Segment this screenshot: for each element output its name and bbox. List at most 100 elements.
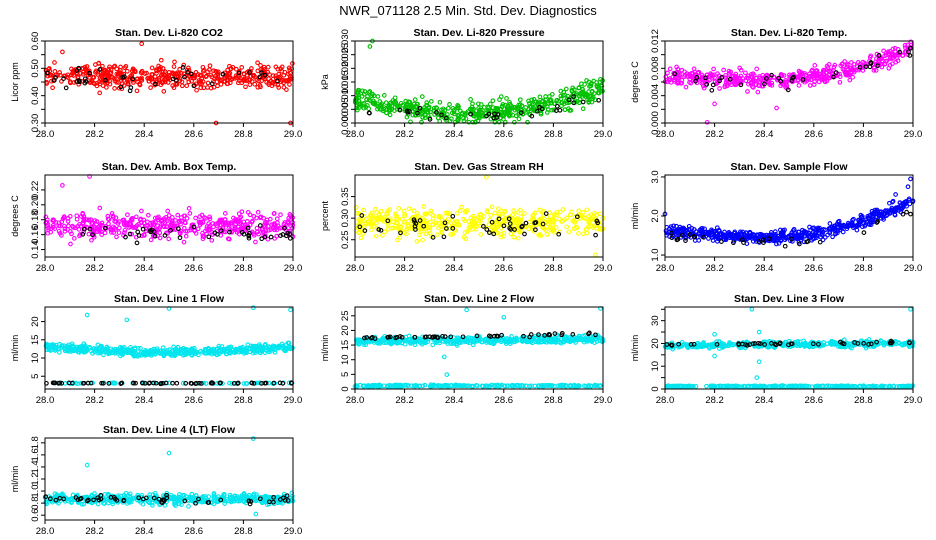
data-point	[593, 334, 599, 340]
data-point	[171, 344, 176, 350]
data-point	[455, 112, 461, 118]
data-point	[412, 97, 418, 102]
data-point	[376, 227, 382, 232]
y-axis-label: degrees C	[630, 61, 640, 103]
data-point	[510, 112, 516, 118]
data-point	[204, 73, 209, 79]
data-point	[226, 72, 232, 77]
data-point	[527, 383, 533, 389]
plot-frame	[354, 174, 604, 258]
data-point	[835, 219, 841, 225]
data-point	[574, 91, 579, 96]
data-point	[252, 81, 258, 87]
data-point	[453, 228, 459, 233]
data-point	[552, 218, 557, 223]
outlier-point	[893, 192, 898, 197]
data-point	[138, 70, 144, 75]
data-point	[589, 80, 594, 86]
data-point	[355, 89, 361, 95]
data-point	[275, 78, 280, 84]
data-point	[250, 344, 255, 349]
data-point	[353, 96, 359, 101]
x-tick-label: 28.0	[346, 263, 365, 274]
data-point	[789, 78, 795, 83]
data-point	[545, 107, 551, 112]
data-point	[476, 106, 481, 111]
data-point	[560, 339, 565, 345]
data-point	[597, 383, 602, 389]
data-point	[532, 210, 538, 216]
outlier-point	[444, 372, 450, 377]
data-point	[99, 223, 105, 228]
x-tick-label: 29.0	[284, 395, 303, 406]
panel-title: Stan. Dev. Li-820 Temp.	[731, 27, 847, 39]
data-point	[394, 216, 400, 221]
data-point	[588, 212, 594, 218]
data-point	[542, 333, 547, 338]
data-point	[424, 100, 430, 105]
y-tick-label: 0.22	[30, 181, 41, 200]
data-point	[751, 73, 757, 78]
data-point	[201, 380, 206, 386]
data-point	[146, 75, 152, 81]
data-point	[74, 68, 80, 73]
data-point	[507, 101, 513, 107]
data-point	[425, 109, 431, 115]
data-point	[121, 217, 127, 223]
x-tick-label: 29.0	[284, 263, 303, 274]
data-point	[900, 53, 905, 58]
data-point	[548, 100, 554, 106]
panel-title: Stan. Dev. Li-820 CO2	[115, 27, 223, 39]
data-point	[780, 81, 786, 87]
data-point	[844, 64, 850, 70]
data-point	[389, 225, 394, 231]
data-point	[387, 383, 392, 388]
data-point	[472, 222, 478, 227]
data-point	[893, 52, 899, 58]
y-tick-label: 0.008	[650, 56, 661, 80]
data-point	[584, 230, 590, 236]
data-point	[233, 217, 239, 223]
data-point	[123, 234, 128, 240]
data-point	[109, 211, 115, 216]
data-point	[523, 110, 528, 115]
data-point	[833, 70, 839, 75]
data-point	[77, 79, 82, 85]
data-point	[710, 82, 716, 88]
data-point	[56, 223, 62, 229]
data-point	[478, 232, 484, 237]
data-point	[134, 223, 140, 228]
data-point	[196, 352, 201, 358]
data-point	[435, 232, 440, 237]
data-point	[377, 341, 383, 346]
data-point	[586, 331, 591, 337]
data-point	[375, 94, 381, 99]
data-point	[89, 237, 94, 243]
data-point	[427, 225, 433, 231]
data-point	[62, 226, 68, 232]
data-point	[507, 113, 513, 118]
data-point	[84, 64, 90, 69]
data-point	[498, 232, 504, 237]
data-point	[165, 80, 171, 85]
outlier-point	[905, 184, 911, 190]
data-point	[361, 207, 367, 213]
data-point	[363, 216, 369, 222]
x-tick-label: 28.2	[395, 395, 414, 406]
data-point	[174, 380, 180, 386]
data-point	[547, 225, 553, 231]
data-point	[526, 226, 532, 232]
data-point	[443, 210, 448, 216]
data-point	[551, 107, 557, 113]
data-point	[596, 97, 602, 103]
data-point	[153, 380, 159, 386]
data-point	[232, 76, 238, 81]
data-points	[43, 41, 295, 126]
x-tick-label: 29.0	[284, 129, 303, 140]
data-point	[116, 80, 121, 85]
panel-title: Stan. Dev. Sample Flow	[730, 161, 848, 173]
data-point	[849, 69, 854, 75]
data-point	[185, 347, 190, 353]
data-point	[471, 213, 476, 219]
